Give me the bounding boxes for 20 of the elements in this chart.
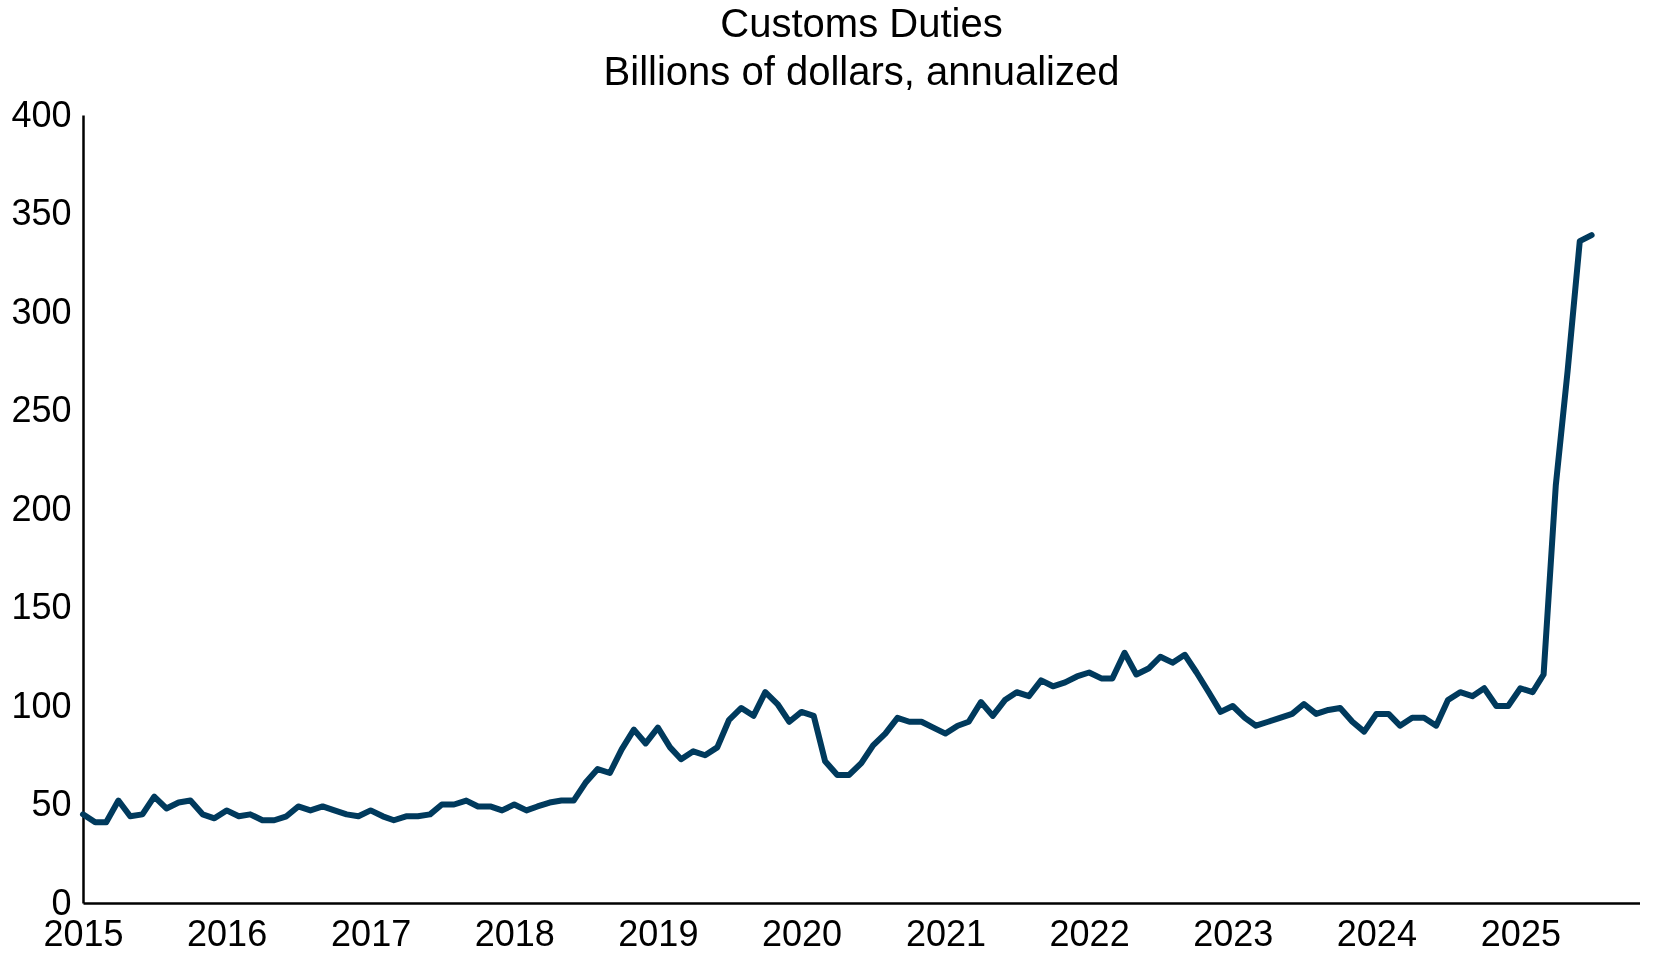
x-tick-label: 2023 bbox=[1193, 912, 1274, 954]
y-tick-label: 100 bbox=[11, 684, 72, 726]
y-tick-label: 300 bbox=[11, 290, 72, 332]
x-tick-label: 2019 bbox=[618, 912, 699, 954]
x-tick-label: 2021 bbox=[905, 912, 987, 954]
y-tick-label: 250 bbox=[11, 389, 72, 430]
chart-subtitle: Billions of dollars, annualized bbox=[603, 49, 1120, 93]
y-tick-label: 50 bbox=[31, 783, 72, 824]
y-tick-label: 150 bbox=[11, 586, 72, 627]
x-tick-label: 2024 bbox=[1336, 912, 1417, 954]
x-tick-label: 2017 bbox=[331, 912, 412, 954]
x-tick-label: 2016 bbox=[187, 912, 268, 954]
x-tick-label: 2022 bbox=[1049, 912, 1130, 954]
chart-title: Customs Duties bbox=[720, 1, 1003, 45]
y-tick-label: 400 bbox=[11, 93, 72, 135]
x-tick-label: 2025 bbox=[1480, 912, 1561, 954]
x-tick-label: 2020 bbox=[761, 912, 843, 954]
y-tick-label: 350 bbox=[11, 192, 72, 233]
y-tick-label: 200 bbox=[11, 487, 72, 529]
x-tick-label: 2018 bbox=[474, 912, 555, 954]
